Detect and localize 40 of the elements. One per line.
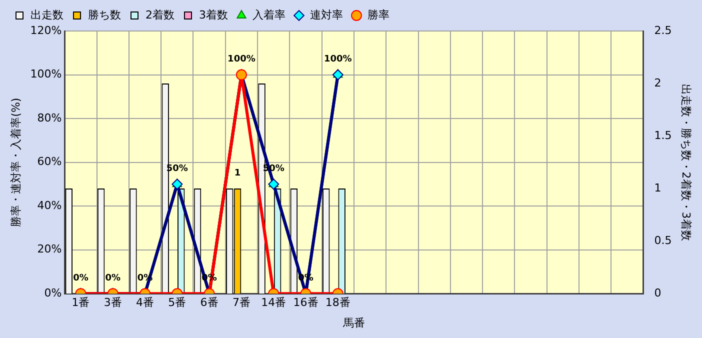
y2-tick-label: 0	[654, 286, 662, 300]
legend-label: 勝率	[367, 8, 390, 22]
y-tick-label: 100%	[30, 68, 62, 81]
legend-label: 連対率	[310, 8, 343, 22]
y-tick-label: 20%	[37, 242, 62, 256]
x-tick-label: 4番	[136, 296, 154, 310]
y-tick-label: 120%	[30, 24, 62, 37]
point	[268, 178, 280, 190]
legend-label: 2着数	[146, 8, 174, 22]
y2-tick-label: 2	[654, 76, 662, 90]
data-label: 100%	[324, 54, 352, 65]
data-label: 100%	[228, 54, 256, 65]
x-tick-label: 5番	[168, 296, 186, 310]
legend-label: 勝ち数	[88, 8, 121, 22]
y-tick-label: 0%	[44, 286, 62, 300]
x-tick-label: 14番	[261, 296, 286, 310]
y2-tick-label: 2.5	[654, 24, 672, 37]
y-tick-label: 80%	[37, 111, 62, 124]
y-axis-title: 勝率・連対率・入着率(%)	[9, 98, 22, 227]
x-tick-label: 16番	[293, 296, 318, 310]
y-tick-label: 60%	[37, 155, 62, 168]
x-tick-label: 3番	[104, 296, 122, 310]
x-tick-label: 18番	[325, 296, 350, 310]
x-tick-label: 1番	[72, 296, 90, 310]
x-tick-label: 7番	[232, 296, 250, 310]
point	[172, 178, 183, 190]
x-axis-title: 馬番	[342, 316, 365, 330]
y2-tick-label: 1	[654, 181, 662, 194]
y-tick-label: 40%	[37, 198, 62, 212]
data-label: 1	[234, 168, 241, 178]
legend-label: 入着率	[252, 8, 286, 22]
legend-label: 3着数	[199, 8, 228, 22]
data-label: 0%	[73, 273, 88, 284]
y2-tick-label: 1.5	[654, 128, 672, 142]
legend-label: 出走数	[30, 8, 64, 22]
y2-axis-title: 出走数・勝ち数・2着数・3着数	[680, 84, 693, 241]
data-label: 0%	[105, 273, 121, 284]
x-tick-label: 6番	[200, 296, 218, 310]
y2-tick-label: 0.5	[654, 234, 672, 247]
point	[332, 69, 344, 80]
